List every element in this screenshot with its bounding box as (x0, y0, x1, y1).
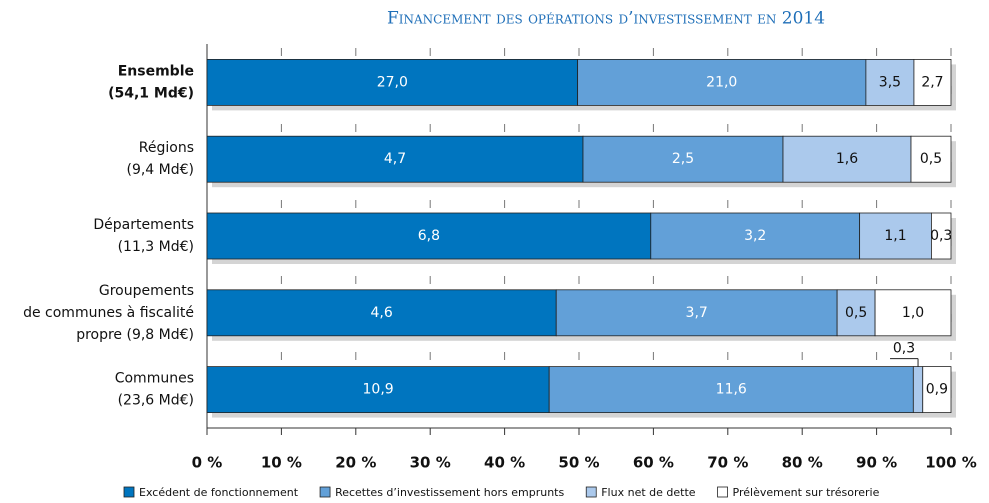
legend-label: Recettes d’investissement hors emprunts (335, 486, 564, 499)
x-tick-label: 60 % (633, 454, 674, 472)
x-tick-label: 100 % (925, 454, 977, 472)
bar-segment (913, 59, 952, 106)
x-tick-label: 90 % (856, 454, 897, 472)
x-tick-label: 20 % (335, 454, 376, 472)
value-label: 3,5 (879, 74, 901, 90)
value-label: 1,6 (836, 151, 858, 167)
value-label: 11,6 (716, 382, 747, 398)
bar-segment (931, 212, 952, 260)
bar-segment (910, 135, 952, 183)
value-label: 0,3 (930, 228, 952, 244)
value-label: 3,7 (686, 305, 708, 321)
value-label: 0,5 (845, 305, 867, 321)
bar-segment (582, 135, 784, 183)
x-tick-label: 50 % (558, 454, 599, 472)
bar-segment (912, 366, 924, 414)
bar-segment (922, 366, 952, 414)
value-label: 1,0 (902, 305, 924, 321)
bar-segment (577, 59, 867, 106)
bar-segment (206, 289, 557, 337)
value-label: 2,7 (921, 74, 943, 90)
category-label: Régions (9,4 Md€) (126, 140, 194, 178)
bar-segment (865, 59, 915, 106)
bar-segment (548, 366, 914, 414)
category-label: Ensemble (54,1 Md€) (108, 63, 194, 101)
legend-swatch (319, 486, 331, 498)
x-tick-label: 70 % (707, 454, 748, 472)
value-label: 10,9 (363, 382, 394, 398)
legend-swatch (123, 486, 135, 498)
value-label: 3,2 (744, 228, 766, 244)
legend-label: Excédent de fonctionnement (139, 486, 299, 499)
legend-swatch (585, 486, 597, 498)
bar-segment (874, 289, 952, 337)
bar-segment (206, 135, 584, 183)
legend-label: Prélèvement sur trésorerie (733, 486, 880, 499)
x-tick-label: 30 % (410, 454, 451, 472)
value-label: 4,6 (370, 305, 392, 321)
value-label: 21,0 (706, 74, 737, 90)
bar-segment (650, 212, 861, 260)
category-label: Communes (23,6 Md€) (115, 371, 194, 409)
category-label: Départements (11,3 Md€) (93, 217, 194, 255)
bar-segment (836, 289, 876, 337)
bar-segment (782, 135, 912, 183)
value-label: 0,3 (893, 341, 915, 357)
value-label: 0,5 (920, 151, 942, 167)
x-tick-label: 0 % (192, 454, 223, 472)
bar-segment (206, 212, 652, 260)
value-label: 0,9 (926, 382, 948, 398)
value-label: 1,1 (884, 228, 906, 244)
bar-segment (206, 366, 550, 414)
x-tick-label: 10 % (261, 454, 302, 472)
legend-swatch (717, 486, 728, 498)
x-tick-label: 40 % (484, 454, 525, 472)
value-label: 2,5 (672, 151, 694, 167)
value-label: 27,0 (377, 74, 408, 90)
category-label: Groupements de communes à fiscalité propre… (23, 283, 194, 343)
bar-segment (859, 212, 932, 260)
x-tick-label: 80 % (782, 454, 823, 472)
value-label: 6,8 (418, 228, 440, 244)
value-label: 4,7 (384, 151, 406, 167)
bar-segment (555, 289, 838, 337)
legend-label: Flux net de dette (601, 486, 696, 499)
chart-title: Financement des opérations d’investissem… (387, 9, 825, 29)
bar-segment (206, 59, 579, 106)
